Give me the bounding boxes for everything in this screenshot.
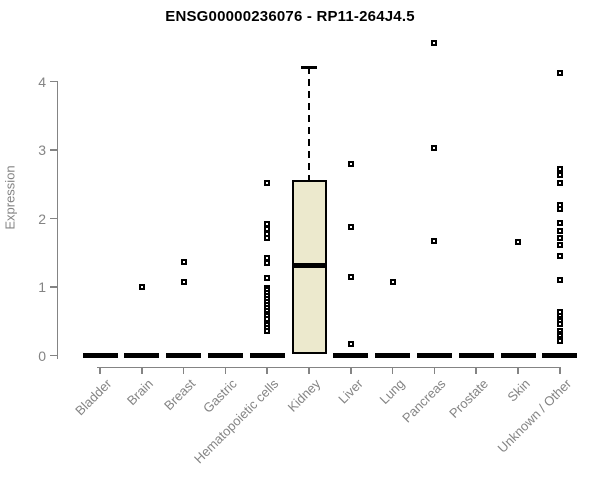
outlier-point	[264, 225, 271, 232]
outlier-point	[347, 160, 354, 167]
y-tick-label: 0	[38, 347, 46, 364]
y-tick	[50, 217, 57, 220]
outlier-point	[347, 340, 354, 347]
outlier-point	[264, 235, 271, 242]
x-tick-label-liver: Liver	[334, 376, 366, 407]
outlier-point	[431, 40, 438, 47]
x-tick-label-bladder: Bladder	[72, 376, 115, 419]
box-breast	[166, 353, 202, 358]
outlier-point	[556, 179, 563, 186]
x-axis-line	[97, 366, 561, 368]
outlier-point	[556, 227, 563, 234]
y-tick-label: 4	[38, 73, 46, 90]
outlier-point	[431, 238, 438, 245]
x-tick-label-pancreas: Pancreas	[399, 376, 450, 426]
x-tick-label-gastric: Gastric	[200, 376, 241, 416]
outlier-point	[389, 278, 396, 285]
outlier-point	[556, 234, 563, 241]
box-skin	[500, 353, 536, 358]
x-tick	[224, 367, 227, 374]
outlier-point	[556, 172, 563, 179]
upper-whisker-cap-kidney	[301, 65, 317, 69]
box-brain	[124, 353, 160, 358]
y-tick	[50, 149, 57, 151]
x-tick	[99, 367, 101, 374]
outlier-point	[264, 304, 271, 311]
outlier-point	[180, 259, 187, 266]
box-prostate	[458, 353, 494, 358]
x-tick	[266, 367, 268, 374]
outlier-point	[556, 277, 563, 284]
chart-title: ENSG00000236076 - RP11-264J4.5	[165, 8, 415, 25]
outlier-point	[264, 179, 271, 186]
box-pancreas	[416, 353, 452, 358]
box-unknown-other	[542, 353, 578, 358]
outlier-point	[347, 223, 354, 230]
outlier-point	[264, 230, 271, 237]
y-tick	[50, 286, 57, 288]
x-tick	[475, 367, 477, 374]
y-tick-label: 3	[38, 142, 46, 158]
y-tick-label: 2	[38, 210, 46, 227]
outlier-point	[556, 205, 563, 212]
y-axis-label: Expression	[2, 165, 18, 230]
outlier-point	[556, 253, 563, 260]
x-tick	[391, 367, 394, 374]
outlier-point	[264, 316, 271, 323]
outlier-point	[138, 284, 145, 290]
outlier-point	[264, 260, 271, 267]
outlier-point	[556, 220, 563, 227]
outlier-point	[264, 327, 271, 334]
y-tick-label: 1	[38, 279, 46, 295]
x-tick	[308, 367, 310, 374]
box-lung	[375, 353, 411, 358]
outlier-point	[264, 254, 271, 261]
outlier-point	[556, 201, 563, 208]
outlier-point	[347, 273, 354, 280]
upper-whisker-kidney	[308, 67, 310, 181]
box-bladder	[82, 353, 118, 358]
x-tick-label-lung: Lung	[376, 376, 408, 408]
x-tick-label-brain: Brain	[124, 376, 157, 409]
x-tick-label-unknown-other: Unknown / Other	[494, 376, 575, 456]
x-tick	[182, 367, 185, 374]
outlier-point	[264, 275, 271, 282]
box-hematopoietic-cells	[249, 353, 285, 358]
x-tick	[559, 367, 561, 374]
y-axis-line	[56, 81, 58, 359]
x-tick	[433, 367, 436, 374]
y-tick	[50, 354, 57, 357]
outlier-point	[431, 144, 438, 151]
box-gastric	[207, 353, 243, 358]
outlier-point	[264, 292, 271, 299]
median-kidney	[293, 262, 325, 268]
outlier-point	[180, 279, 187, 286]
outlier-point	[556, 320, 563, 327]
outlier-point	[556, 308, 563, 315]
outlier-point	[515, 239, 521, 246]
x-tick-label-kidney: Kidney	[284, 376, 324, 415]
outlier-point	[556, 69, 563, 76]
x-tick-label-skin: Skin	[504, 376, 533, 405]
x-tick	[141, 367, 143, 374]
outlier-point	[556, 241, 563, 248]
x-tick	[517, 367, 519, 374]
outlier-point	[556, 338, 563, 345]
outlier-point	[264, 220, 271, 227]
y-tick	[50, 80, 57, 83]
x-tick-label-prostate: Prostate	[445, 376, 491, 421]
x-tick	[350, 367, 352, 374]
x-tick-label-breast: Breast	[161, 376, 199, 414]
box-liver	[333, 353, 369, 358]
outlier-point	[556, 166, 563, 173]
